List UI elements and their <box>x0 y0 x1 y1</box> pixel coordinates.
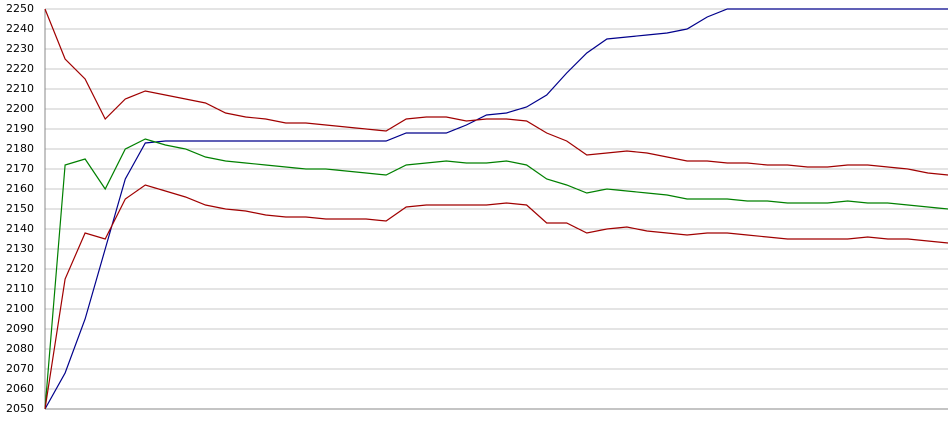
y-tick-label: 2230 <box>6 42 34 55</box>
y-tick-label: 2170 <box>6 162 34 175</box>
y-tick-label: 2110 <box>6 282 34 295</box>
series-line <box>44 8 949 176</box>
y-tick-label: 2240 <box>6 22 34 35</box>
y-tick-label: 2120 <box>6 262 34 275</box>
y-tick-label: 2220 <box>6 62 34 75</box>
y-tick-label: 2210 <box>6 82 34 95</box>
series-line <box>44 184 949 410</box>
series-line <box>44 8 948 410</box>
y-tick-label: 2090 <box>6 322 34 335</box>
y-tick-label: 2250 <box>6 2 34 15</box>
y-tick-label: 2100 <box>6 302 34 315</box>
y-tick-label: 2180 <box>6 142 34 155</box>
y-tick-label: 2130 <box>6 242 34 255</box>
y-tick-label: 2060 <box>6 382 34 395</box>
series-line <box>44 138 949 410</box>
y-tick-label: 2140 <box>6 222 34 235</box>
y-tick-label: 2150 <box>6 202 34 215</box>
y-tick-label: 2070 <box>6 362 34 375</box>
y-tick-label: 2200 <box>6 102 34 115</box>
y-tick-label: 2050 <box>6 402 34 415</box>
y-tick-label: 2080 <box>6 342 34 355</box>
y-tick-label: 2190 <box>6 122 34 135</box>
y-tick-label: 2160 <box>6 182 34 195</box>
